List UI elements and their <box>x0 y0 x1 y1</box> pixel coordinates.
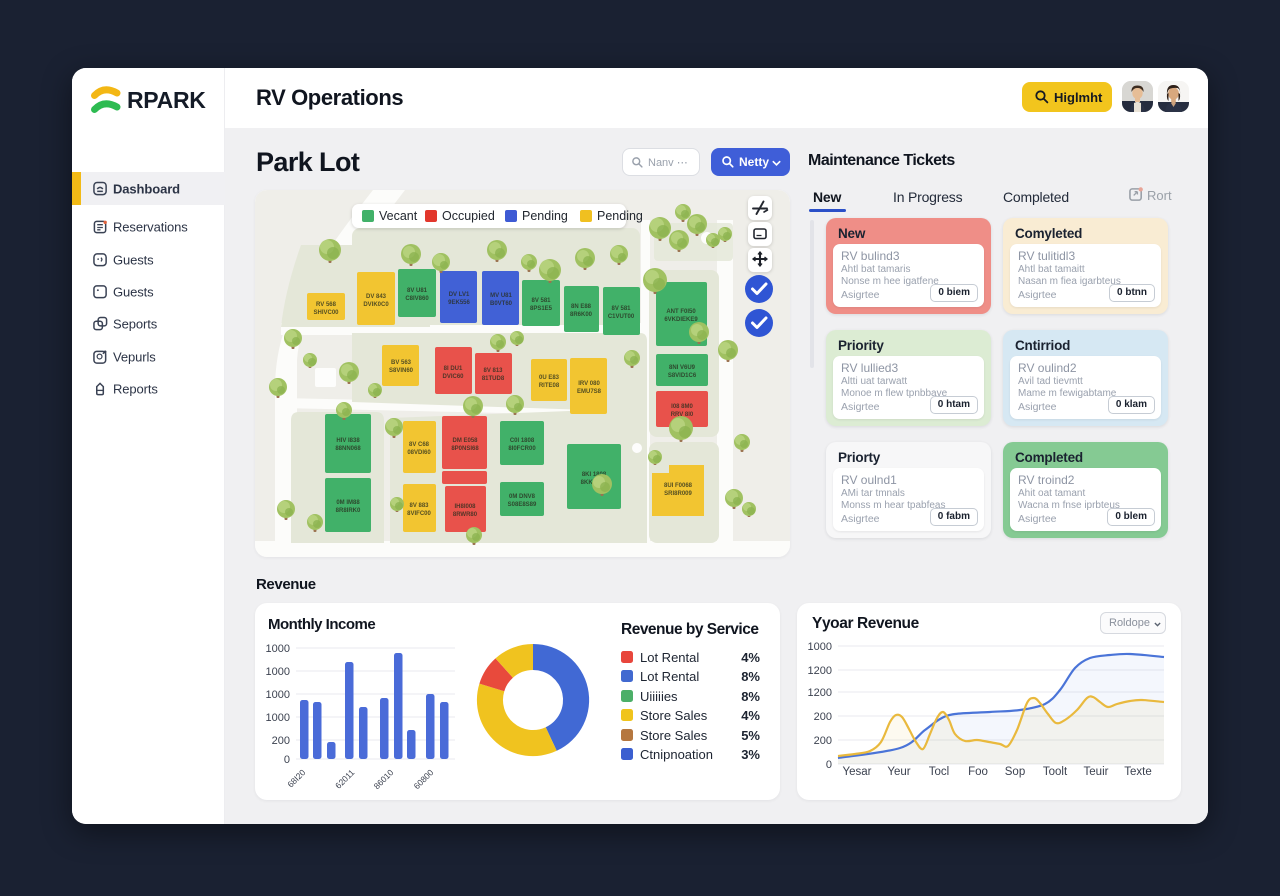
svg-text:RRV 8I0: RRV 8I0 <box>671 412 694 418</box>
svg-text:8P0NSI68: 8P0NSI68 <box>451 446 479 452</box>
svg-text:1000: 1000 <box>266 689 290 701</box>
svg-text:8RWR80: 8RWR80 <box>453 512 478 518</box>
svg-text:8V 813: 8V 813 <box>483 368 503 374</box>
svg-text:C0I 1808: C0I 1808 <box>510 438 535 444</box>
svg-text:Foo: Foo <box>968 766 988 778</box>
svg-text:8V U81: 8V U81 <box>407 288 428 294</box>
svg-text:8NI V6U9: 8NI V6U9 <box>669 365 696 371</box>
svg-text:0M IM88: 0M IM88 <box>336 500 360 506</box>
svg-text:Texte: Texte <box>1124 766 1152 778</box>
svg-text:62011: 62011 <box>333 767 357 791</box>
svg-text:MV U81: MV U81 <box>490 293 512 299</box>
svg-text:1000: 1000 <box>266 712 290 724</box>
svg-text:Sop: Sop <box>1005 766 1025 778</box>
svg-text:1000: 1000 <box>266 666 290 678</box>
svg-text:0: 0 <box>284 754 290 766</box>
svg-text:S8VID1C6: S8VID1C6 <box>668 373 697 379</box>
svg-text:8V 581: 8V 581 <box>611 306 631 312</box>
svg-text:08VDI60: 08VDI60 <box>407 450 431 456</box>
svg-text:C8IV860: C8IV860 <box>405 296 429 302</box>
svg-text:8I0FCR00: 8I0FCR00 <box>508 446 536 452</box>
svg-text:8VIFC00: 8VIFC00 <box>407 511 431 517</box>
svg-text:88NN068: 88NN068 <box>335 446 361 452</box>
svg-text:8UI F0068: 8UI F0068 <box>664 483 693 489</box>
svg-text:68I20: 68I20 <box>285 767 307 789</box>
svg-text:S8VIN60: S8VIN60 <box>389 368 414 374</box>
svg-text:BV 563: BV 563 <box>391 360 412 366</box>
svg-text:IH8I008: IH8I008 <box>454 504 476 510</box>
svg-text:Occupied: Occupied <box>442 209 495 223</box>
svg-text:200: 200 <box>272 735 290 747</box>
svg-text:Vecant: Vecant <box>379 209 418 223</box>
svg-text:I08 8M0: I08 8M0 <box>671 404 693 410</box>
svg-text:1000: 1000 <box>808 641 832 653</box>
svg-text:8KI 1808: 8KI 1808 <box>582 472 607 478</box>
svg-text:86010: 86010 <box>372 767 396 791</box>
svg-text:DV LV1: DV LV1 <box>449 292 470 298</box>
svg-text:RV 568: RV 568 <box>316 302 337 308</box>
svg-text:B0VT60: B0VT60 <box>490 301 513 307</box>
svg-text:200: 200 <box>814 735 832 747</box>
svg-text:8R8IRK0: 8R8IRK0 <box>336 508 361 514</box>
svg-text:60800: 60800 <box>412 767 436 791</box>
svg-text:8V C68: 8V C68 <box>409 442 430 448</box>
svg-text:RITE08: RITE08 <box>539 383 560 389</box>
svg-text:1200: 1200 <box>808 687 832 699</box>
svg-text:Yeur: Yeur <box>887 766 910 778</box>
svg-text:C1VUT00: C1VUT00 <box>608 314 635 320</box>
svg-text:HIV I838: HIV I838 <box>336 438 360 444</box>
svg-text:0U E83: 0U E83 <box>539 375 560 381</box>
svg-text:Tocl: Tocl <box>929 766 949 778</box>
svg-text:0M DNV8: 0M DNV8 <box>509 494 536 500</box>
svg-text:Pending: Pending <box>597 209 643 223</box>
svg-text:0: 0 <box>826 759 832 771</box>
svg-text:1200: 1200 <box>808 665 832 677</box>
svg-text:Teuir: Teuir <box>1084 766 1109 778</box>
svg-text:ANT F0I50: ANT F0I50 <box>666 309 696 315</box>
svg-text:SHIVC00: SHIVC00 <box>313 310 339 316</box>
svg-text:S08E8S89: S08E8S89 <box>508 502 537 508</box>
svg-text:Pending: Pending <box>522 209 568 223</box>
svg-text:DV 843: DV 843 <box>366 294 387 300</box>
svg-text:8R6K00: 8R6K00 <box>570 312 593 318</box>
svg-text:DVIK0C0: DVIK0C0 <box>363 302 389 308</box>
svg-text:Toolt: Toolt <box>1043 766 1068 778</box>
svg-text:81TUD8: 81TUD8 <box>482 376 505 382</box>
svg-text:IRV 080: IRV 080 <box>578 381 600 387</box>
svg-text:200: 200 <box>814 711 832 723</box>
svg-text:8V 883: 8V 883 <box>409 503 429 509</box>
svg-text:8V 581: 8V 581 <box>531 298 551 304</box>
svg-text:8I DU1: 8I DU1 <box>444 366 463 372</box>
svg-text:Yesar: Yesar <box>843 766 872 778</box>
svg-text:EMU7S8: EMU7S8 <box>577 389 602 395</box>
svg-text:SRI8R009: SRI8R009 <box>664 491 692 497</box>
svg-text:8PS1E5: 8PS1E5 <box>530 306 553 312</box>
svg-text:9EK556: 9EK556 <box>448 300 470 306</box>
svg-text:DM E058: DM E058 <box>452 438 478 444</box>
svg-text:DVIC60: DVIC60 <box>442 374 464 380</box>
svg-text:8N E88: 8N E88 <box>571 304 592 310</box>
svg-text:6VKDIEKE9: 6VKDIEKE9 <box>664 317 698 323</box>
svg-text:1000: 1000 <box>266 643 290 655</box>
